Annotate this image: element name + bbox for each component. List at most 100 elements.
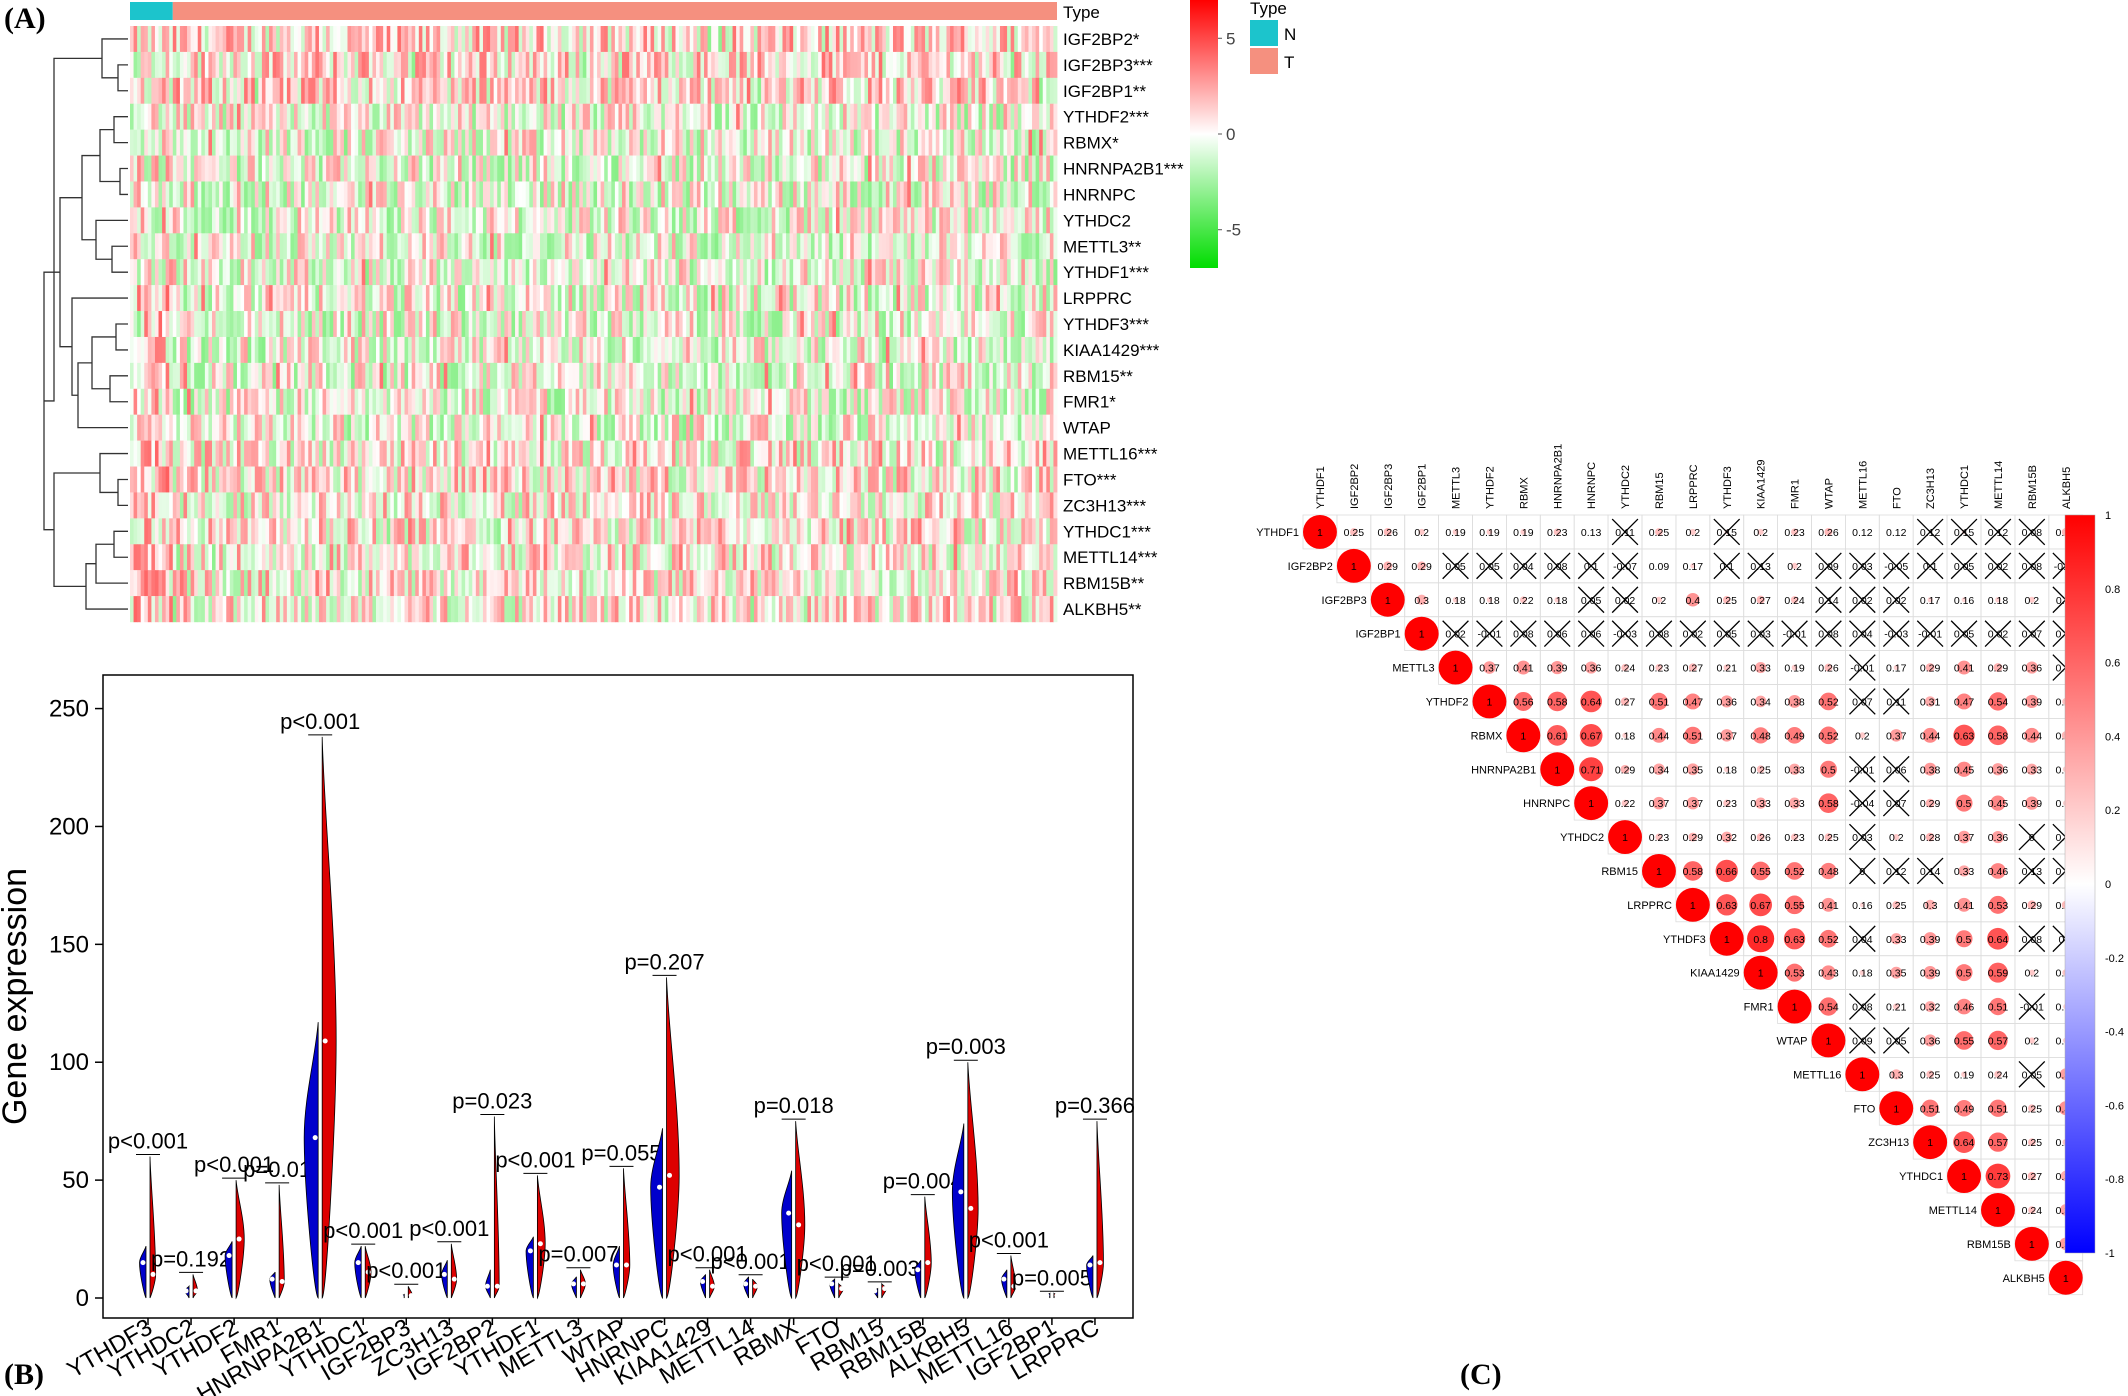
heatmap-cell (675, 285, 680, 312)
heatmap-cell (992, 466, 997, 493)
heatmap-cell (960, 388, 965, 415)
heatmap-cell (308, 518, 313, 545)
heatmap-cell (179, 492, 184, 519)
heatmap-cell (472, 129, 477, 156)
heatmap-cell (700, 492, 705, 519)
heatmap-cell (618, 103, 623, 130)
heatmap-cell (297, 207, 302, 234)
heatmap-cell (821, 77, 826, 104)
heatmap-cell (593, 77, 598, 104)
heatmap-cell (272, 129, 277, 156)
heatmap-cell (336, 129, 341, 156)
heatmap-cell (939, 259, 944, 286)
heatmap-cell (764, 26, 769, 53)
heatmap-cell (967, 51, 972, 79)
heatmap-cell (376, 466, 380, 493)
heatmap-cell (564, 51, 569, 79)
heatmap-cell (946, 440, 951, 467)
heatmap-cell (308, 77, 313, 104)
heatmap-cell (939, 103, 944, 130)
heatmap-cell (187, 233, 192, 260)
heatmap-cell (835, 336, 840, 364)
heatmap-cell (215, 311, 220, 338)
heatmap-cell (500, 440, 505, 467)
heatmap-cell (176, 129, 181, 156)
heatmap-cell (668, 103, 673, 130)
heatmap-cell (586, 492, 591, 519)
heatmap-cell (778, 51, 783, 79)
heatmap-cell (875, 77, 880, 104)
heatmap-cell (586, 440, 591, 467)
heatmap-cell (839, 311, 844, 338)
heatmap-cell (650, 103, 655, 130)
heatmap-cell (600, 129, 605, 156)
heatmap-cell (130, 388, 134, 415)
heatmap-cell (1014, 285, 1019, 312)
heatmap-cell (757, 155, 762, 182)
heatmap-cell (343, 414, 348, 441)
heatmap-cell (707, 388, 712, 415)
heatmap-cell (365, 129, 370, 156)
heatmap-cell (465, 414, 470, 441)
heatmap-cell (147, 155, 152, 182)
heatmap-cell (550, 388, 555, 415)
heatmap-cell (992, 103, 997, 130)
heatmap-cell (989, 388, 994, 415)
heatmap-cell (764, 181, 769, 208)
heatmap-cell (793, 311, 798, 338)
heatmap-cell (950, 129, 955, 156)
heatmap-cell (336, 336, 341, 364)
heatmap-cell (440, 336, 445, 364)
heatmap-cell (925, 414, 930, 441)
heatmap-cell (900, 26, 905, 53)
heatmap-cell (190, 233, 195, 260)
heatmap-cell (433, 77, 438, 104)
heatmap-cell (1010, 388, 1015, 415)
heatmap-cell (343, 155, 348, 182)
heatmap-cell (864, 466, 869, 493)
heatmap-cell (639, 51, 644, 79)
heatmap-cell (964, 26, 969, 53)
heatmap-cell (190, 77, 195, 104)
heatmap-cell (682, 440, 687, 467)
heatmap-cell (397, 51, 402, 79)
heatmap-cell (1017, 414, 1022, 441)
heatmap-cell (343, 388, 348, 415)
heatmap-cell (390, 440, 395, 467)
heatmap-cell (778, 77, 783, 104)
heatmap-cell (572, 311, 577, 338)
heatmap-cell (739, 362, 744, 389)
heatmap-cell (183, 181, 188, 208)
heatmap-cell (850, 26, 855, 53)
heatmap-cell (953, 466, 958, 493)
heatmap-cell (857, 414, 862, 441)
heatmap-cell (942, 129, 947, 156)
heatmap-cell (846, 362, 851, 389)
heatmap-cell (575, 51, 580, 79)
heatmap-cell (222, 336, 227, 364)
heatmap-cell (226, 492, 231, 519)
heatmap-cell (158, 259, 163, 286)
heatmap-cell (1017, 129, 1022, 156)
heatmap-cell (365, 26, 370, 53)
heatmap-cell (493, 181, 498, 208)
heatmap-cell (261, 155, 266, 182)
heatmap-cell (586, 259, 591, 286)
heatmap-cell (950, 103, 955, 130)
heatmap-cell (404, 233, 409, 260)
heatmap-cell (194, 362, 199, 389)
heatmap-cell (921, 336, 926, 364)
heatmap-cell (251, 26, 256, 53)
heatmap-cell (582, 362, 587, 389)
heatmap-cell (750, 440, 755, 467)
heatmap-cell (162, 51, 167, 79)
heatmap-cell (515, 181, 520, 208)
heatmap-cell (137, 311, 142, 338)
heatmap-cell (372, 233, 377, 260)
heatmap-cell (254, 466, 259, 493)
heatmap-cell (258, 181, 263, 208)
heatmap-cell (960, 259, 965, 286)
heatmap-cell (479, 103, 484, 130)
heatmap-cell (778, 26, 783, 53)
heatmap-cell (643, 51, 648, 79)
